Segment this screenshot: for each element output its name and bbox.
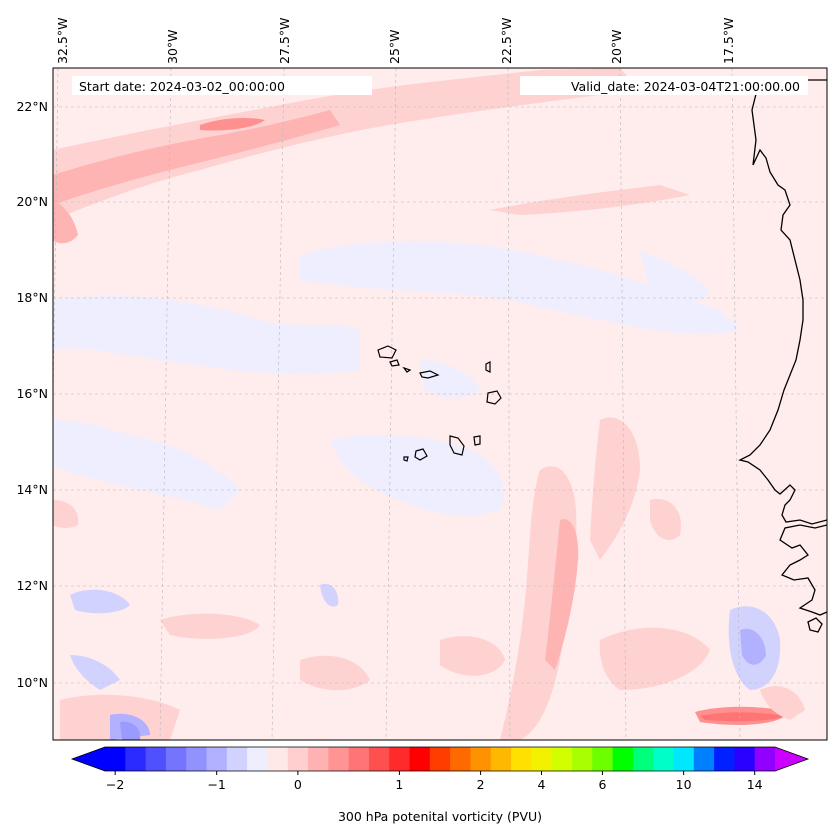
colorbar-cell <box>409 747 431 771</box>
colorbar-cell <box>389 747 411 771</box>
colorbar-cell <box>429 747 451 771</box>
lon-label: 17.5°W <box>721 18 736 64</box>
start-date-box <box>72 76 372 95</box>
lon-label: 25°W <box>387 29 402 64</box>
colorbar-cell <box>287 747 309 771</box>
colorbar-cell <box>450 747 472 771</box>
colorbar-cells <box>105 747 776 771</box>
colorbar-tick-label: −2 <box>106 777 124 792</box>
colorbar-cell <box>693 747 715 771</box>
lat-label: 14°N <box>16 482 48 497</box>
colorbar-cell <box>165 747 187 771</box>
colorbar-cell <box>247 747 269 771</box>
colorbar-cell <box>308 747 329 771</box>
colorbar-tick-label: 1 <box>395 777 403 792</box>
colorbar-cell <box>105 747 126 771</box>
colorbar-cell <box>267 747 289 771</box>
colorbar-tick-label: −1 <box>207 777 225 792</box>
colorbar-cell <box>592 747 614 771</box>
colorbar-cell <box>226 747 248 771</box>
colorbar-cell <box>714 747 735 771</box>
longitude-labels: 32.5°W 30°W 27.5°W 25°W 22.5°W 20°W 17.5… <box>55 18 736 64</box>
colorbar-title: 300 hPa potenital vorticity (PVU) <box>338 809 542 824</box>
graticule <box>53 68 827 740</box>
lon-label: 27.5°W <box>277 18 292 64</box>
colorbar-cell <box>673 747 695 771</box>
colorbar-cell <box>145 747 167 771</box>
colorbar-cell <box>551 747 573 771</box>
colorbar-tick-label: 4 <box>538 777 546 792</box>
valid-date-box <box>520 76 808 95</box>
colorbar-cell <box>653 747 675 771</box>
colorbar-cell <box>206 747 228 771</box>
map-panel <box>53 68 827 740</box>
strong-negative-pv-blobs <box>70 583 781 740</box>
colorbar-cell <box>612 747 634 771</box>
colorbar-cell <box>531 747 553 771</box>
colorbar-cell <box>734 747 756 771</box>
colorbar-tick-label: 0 <box>294 777 302 792</box>
lat-label: 10°N <box>16 675 48 690</box>
colorbar-tick-label: 10 <box>676 777 692 792</box>
colorbar-cell <box>348 747 370 771</box>
lon-label: 20°W <box>609 29 624 64</box>
colorbar-ticks: −2 −1 0 1 2 4 6 10 14 <box>106 771 763 792</box>
colorbar-cell <box>368 747 390 771</box>
colorbar-outline <box>70 746 810 772</box>
colorbar-tick-label: 14 <box>747 777 763 792</box>
colorbar: −2 −1 0 1 2 4 6 10 14 300 hPa potenital vorticit… <box>70 746 810 824</box>
lat-label: 12°N <box>16 578 48 593</box>
lon-label: 30°W <box>165 29 180 64</box>
colorbar-under-arrow <box>72 747 105 771</box>
colorbar-cell <box>632 747 654 771</box>
lon-label: 32.5°W <box>55 18 70 64</box>
latitude-labels: 22°N 20°N 18°N 16°N 14°N 12°N 10°N <box>16 99 48 690</box>
valid-date-label: Valid_date: 2024-03-04T21:00:00.00 <box>571 79 800 94</box>
colorbar-cell <box>186 747 208 771</box>
colorbar-cell <box>511 747 532 771</box>
colorbar-cell <box>571 747 593 771</box>
cape-verde-islands <box>377 345 502 462</box>
info-banner: Start date: 2024-03-02_00:00:00 Valid_da… <box>72 76 808 95</box>
lat-label: 20°N <box>16 194 48 209</box>
positive-pv-bands <box>53 68 805 740</box>
colorbar-tick-label: 6 <box>598 777 606 792</box>
colorbar-tick-label: 2 <box>477 777 485 792</box>
lat-label: 18°N <box>16 290 48 305</box>
start-date-label: Start date: 2024-03-02_00:00:00 <box>79 79 285 94</box>
lat-label: 22°N <box>16 99 48 114</box>
colorbar-cell <box>328 747 350 771</box>
colorbar-cell <box>470 747 492 771</box>
lat-label: 16°N <box>16 386 48 401</box>
lon-label: 22.5°W <box>499 18 514 64</box>
colorbar-cell <box>125 747 147 771</box>
colorbar-cell <box>490 747 512 771</box>
map-frame <box>52 67 828 741</box>
colorbar-over-arrow <box>775 747 808 771</box>
colorbar-cell <box>754 747 776 771</box>
